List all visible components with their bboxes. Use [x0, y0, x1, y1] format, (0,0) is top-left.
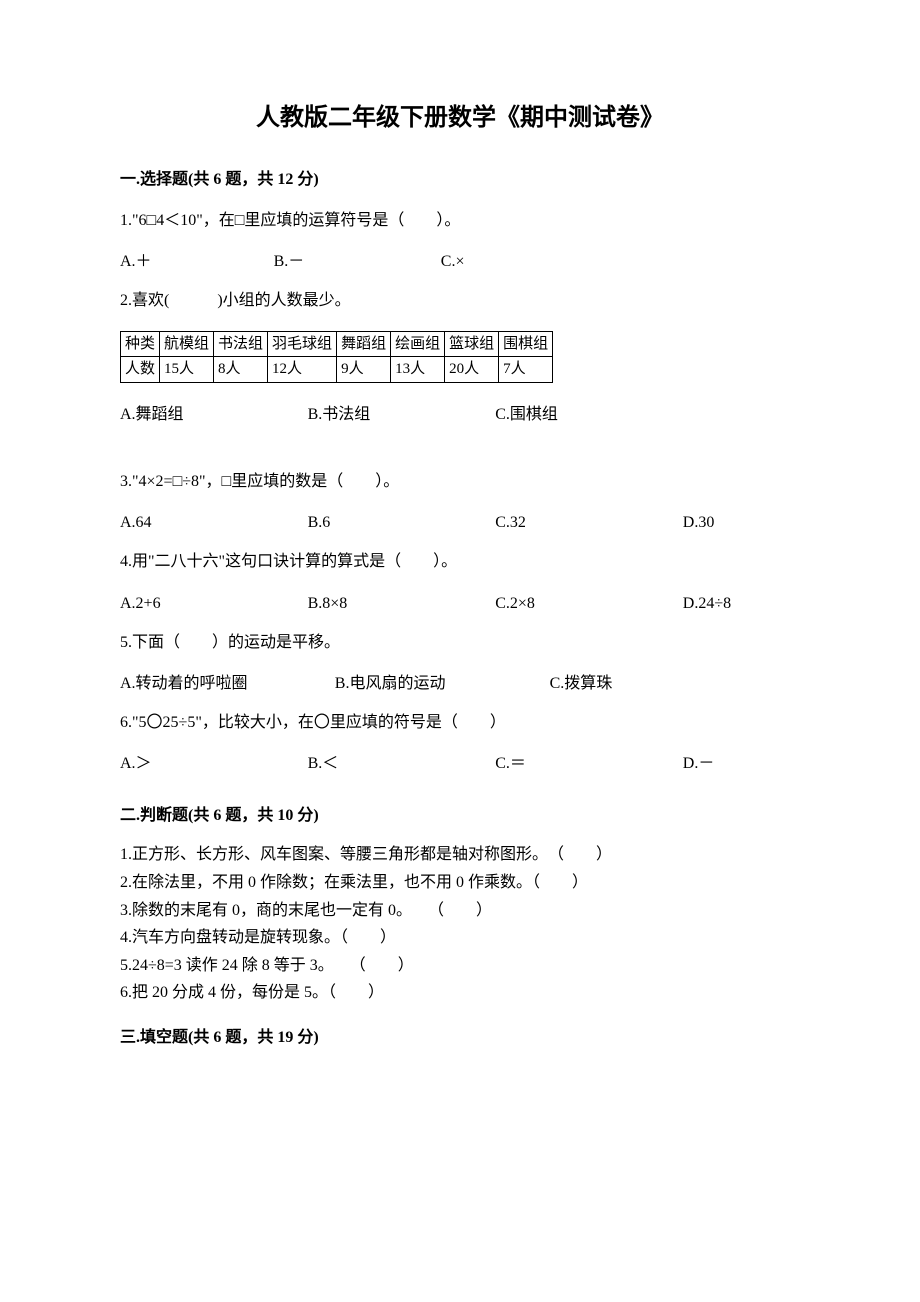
- cell-5: 13人: [391, 357, 445, 383]
- q2-stem: 2.喜欢( )小组的人数最少。: [120, 286, 800, 316]
- judge-4: 4.汽车方向盘转动是旋转现象。（ ）: [120, 925, 800, 951]
- q4-stem: 4.用"二八十六"这句口诀计算的算式是（ ）。: [120, 547, 800, 577]
- q6-opt-b: B.＜: [308, 752, 492, 776]
- q5-options: A.转动着的呼啦圈 B.电风扇的运动 C.拨算珠: [120, 672, 800, 696]
- cell-3: 12人: [268, 357, 337, 383]
- th-6: 篮球组: [445, 331, 499, 357]
- th-0: 种类: [121, 331, 160, 357]
- section-3-header: 三.填空题(共 6 题，共 19 分): [120, 1026, 800, 1050]
- q3-stem: 3."4×2=□÷8"，□里应填的数是（ ）。: [120, 467, 800, 497]
- cell-6: 20人: [445, 357, 499, 383]
- q1-options: A.＋ B.－ C.×: [120, 250, 800, 274]
- q1-opt-c: C.×: [441, 250, 465, 274]
- exam-title: 人教版二年级下册数学《期中测试卷》: [120, 100, 800, 136]
- q4-opt-a: A.2+6: [120, 592, 304, 616]
- th-4: 舞蹈组: [337, 331, 391, 357]
- question-3: 3."4×2=□÷8"，□里应填的数是（ ）。: [120, 467, 800, 497]
- q6-opt-a: A.＞: [120, 752, 304, 776]
- q2-table: 种类 航模组 书法组 羽毛球组 舞蹈组 绘画组 篮球组 围棋组 人数 15人 8…: [120, 331, 553, 383]
- q6-stem: 6."5〇25÷5"，比较大小，在〇里应填的符号是（ ）: [120, 708, 800, 738]
- judge-2: 2.在除法里，不用 0 作除数；在乘法里，也不用 0 作乘数。（ ）: [120, 870, 800, 896]
- q2-opt-a: A.舞蹈组: [120, 403, 304, 427]
- q6-opt-d: D.－: [683, 752, 715, 776]
- q5-opt-b: B.电风扇的运动: [335, 672, 546, 696]
- q6-options: A.＞ B.＜ C.＝ D.－: [120, 752, 800, 776]
- th-7: 围棋组: [499, 331, 553, 357]
- th-2: 书法组: [214, 331, 268, 357]
- q1-opt-a: A.＋: [120, 250, 270, 274]
- q4-opt-c: C.2×8: [495, 592, 679, 616]
- q3-opt-c: C.32: [495, 511, 679, 535]
- th-5: 绘画组: [391, 331, 445, 357]
- th-1: 航模组: [160, 331, 214, 357]
- cell-1: 15人: [160, 357, 214, 383]
- q2-opt-b: B.书法组: [308, 403, 492, 427]
- judge-3: 3.除数的末尾有 0，商的末尾也一定有 0。 （ ）: [120, 898, 800, 924]
- q6-opt-c: C.＝: [495, 752, 679, 776]
- q5-stem: 5.下面（ ）的运动是平移。: [120, 628, 800, 658]
- question-1: 1."6□4＜10"，在□里应填的运算符号是（ ）。: [120, 206, 800, 236]
- judge-5: 5.24÷8=3 读作 24 除 8 等于 3。 （ ）: [120, 953, 800, 979]
- question-4: 4.用"二八十六"这句口诀计算的算式是（ ）。: [120, 547, 800, 577]
- q2-opt-c: C.围棋组: [495, 403, 558, 427]
- cell-2: 8人: [214, 357, 268, 383]
- question-5: 5.下面（ ）的运动是平移。: [120, 628, 800, 658]
- q4-options: A.2+6 B.8×8 C.2×8 D.24÷8: [120, 592, 800, 616]
- question-6: 6."5〇25÷5"，比较大小，在〇里应填的符号是（ ）: [120, 708, 800, 738]
- judge-6: 6.把 20 分成 4 份，每份是 5。（ ）: [120, 980, 800, 1006]
- q3-options: A.64 B.6 C.32 D.30: [120, 511, 800, 535]
- th-3: 羽毛球组: [268, 331, 337, 357]
- q3-opt-a: A.64: [120, 511, 304, 535]
- section-1-header: 一.选择题(共 6 题，共 12 分): [120, 168, 800, 192]
- question-2: 2.喜欢( )小组的人数最少。: [120, 286, 800, 316]
- section-2-header: 二.判断题(共 6 题，共 10 分): [120, 804, 800, 828]
- row-label: 人数: [121, 357, 160, 383]
- q5-opt-a: A.转动着的呼啦圈: [120, 672, 331, 696]
- q4-opt-b: B.8×8: [308, 592, 492, 616]
- cell-4: 9人: [337, 357, 391, 383]
- q3-opt-d: D.30: [683, 511, 715, 535]
- q1-opt-b: B.－: [274, 250, 437, 274]
- q1-stem: 1."6□4＜10"，在□里应填的运算符号是（ ）。: [120, 206, 800, 236]
- judge-1: 1.正方形、长方形、风车图案、等腰三角形都是轴对称图形。 （ ）: [120, 842, 800, 868]
- exam-page: 人教版二年级下册数学《期中测试卷》 一.选择题(共 6 题，共 12 分) 1.…: [0, 0, 920, 1302]
- table-row: 种类 航模组 书法组 羽毛球组 舞蹈组 绘画组 篮球组 围棋组: [121, 331, 553, 357]
- q3-opt-b: B.6: [308, 511, 492, 535]
- table-row: 人数 15人 8人 12人 9人 13人 20人 7人: [121, 357, 553, 383]
- q2-options: A.舞蹈组 B.书法组 C.围棋组: [120, 403, 800, 427]
- cell-7: 7人: [499, 357, 553, 383]
- q5-opt-c: C.拨算珠: [550, 672, 613, 696]
- q4-opt-d: D.24÷8: [683, 592, 731, 616]
